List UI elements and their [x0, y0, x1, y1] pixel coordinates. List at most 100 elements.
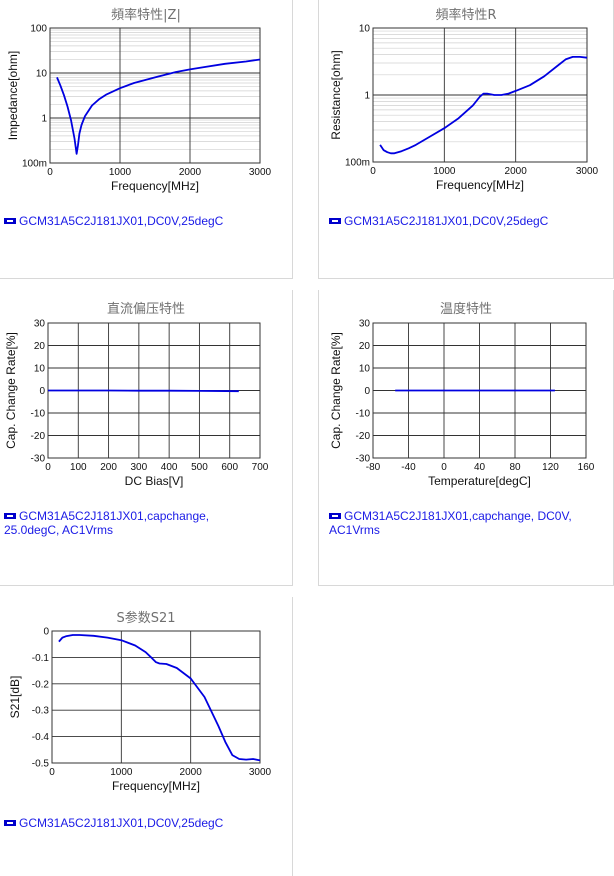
legend-swatch-icon	[329, 512, 341, 519]
chart-title: 頻率特性R	[435, 8, 497, 23]
x-tick-label: 200	[100, 462, 117, 473]
major-grid	[49, 27, 261, 164]
y-tick-label: -0.1	[32, 653, 50, 664]
x-tick-label: 40	[474, 462, 486, 473]
minor-grid	[373, 30, 587, 143]
x-tick-label: 0	[49, 767, 55, 778]
y-tick-label: -10	[356, 409, 371, 420]
x-tick-label: 3000	[249, 767, 272, 778]
chart-title: 温度特性	[439, 302, 492, 317]
x-tick-label: 0	[370, 166, 376, 177]
plot-frame	[49, 27, 261, 164]
temperature-chart: -80 -40 0 40 80 120 160 -30 -20 -10 0 10 20 30 Tempera…	[329, 319, 595, 489]
x-axis-label: Frequency[MHz]	[436, 178, 524, 192]
y-tick-label: 100	[30, 24, 47, 35]
x-tick-label: 0	[47, 167, 53, 178]
x-tick-label: 400	[161, 462, 178, 473]
chart-title: 直流偏压特性	[106, 302, 185, 317]
chart-title: S参数S21	[116, 611, 176, 626]
x-tick-label: 2000	[505, 166, 528, 177]
chart-legend[interactable]: GCM31A5C2J181JX01,capchange, 25.0degC, A…	[4, 509, 264, 537]
y-tick-label: 1	[41, 114, 47, 125]
y-tick-label: 0	[39, 386, 45, 397]
x-axis-label: Frequency[MHz]	[112, 779, 200, 793]
chart-legend[interactable]: GCM31A5C2J181JX01,DC0V,25degC	[329, 214, 548, 228]
x-tick-label: 160	[578, 462, 595, 473]
y-axis-label: Resistance[ohm]	[329, 50, 343, 139]
y-tick-label: -0.3	[32, 706, 50, 717]
chart-panel-resistance: 頻率特性R 0 1000 2000 3000 100m 1 10 Frequency[MHz]…	[318, 0, 614, 279]
y-tick-label: 100m	[345, 158, 370, 169]
y-tick-label: -0.5	[32, 759, 50, 770]
y-tick-label: 20	[34, 341, 46, 352]
x-tick-label: 0	[45, 462, 51, 473]
y-tick-label: -30	[31, 454, 46, 465]
x-tick-label: 80	[509, 462, 521, 473]
chart-panel-temperature: 温度特性 -80 -40 0 40 80 120 160 -30 -20 -10 0 10 20 30 Te…	[318, 290, 614, 586]
x-tick-label: 100	[70, 462, 87, 473]
x-tick-label: 2000	[180, 767, 203, 778]
legend-label: GCM31A5C2J181JX01,DC0V,25degC	[344, 214, 549, 228]
y-tick-label: 0	[43, 627, 49, 638]
chart-panel-impedance: 頻率特性|Z| 0 1000 2000 3000 100m 1 10 100 Frequency…	[0, 0, 293, 279]
x-tick-label: -80	[366, 462, 381, 473]
x-tick-label: 1000	[109, 167, 132, 178]
series-line	[56, 58, 261, 155]
x-tick-label: -40	[401, 462, 416, 473]
x-tick-label: 0	[441, 462, 447, 473]
x-tick-label: 500	[191, 462, 208, 473]
y-tick-label: -20	[31, 431, 46, 442]
x-axis-label: Temperature[degC]	[428, 474, 531, 488]
dc-bias-chart: 0 100 200 300 400 500 600 700 -30 -20 -10 0 10 20 30 DC…	[4, 319, 269, 489]
y-tick-label: -10	[31, 409, 46, 420]
x-tick-label: 1000	[433, 166, 456, 177]
major-grid	[51, 630, 261, 764]
x-tick-label: 700	[252, 462, 269, 473]
legend-swatch-icon	[4, 819, 16, 826]
x-tick-label: 1000	[110, 767, 133, 778]
y-tick-label: -0.2	[32, 679, 50, 690]
series-line	[48, 389, 239, 393]
chart-title: 頻率特性|Z|	[111, 8, 181, 23]
s21-chart: 0 1000 2000 3000 -0.5 -0.4 -0.3 -0.2 -0.1 0 Freque…	[8, 627, 272, 794]
y-tick-label: 10	[359, 24, 371, 35]
legend-label: GCM31A5C2J181JX01,capchange, DC0V, AC1Vr…	[329, 509, 572, 537]
y-tick-label: 10	[359, 364, 371, 375]
y-axis-label: S21[dB]	[8, 676, 22, 719]
y-tick-label: 100m	[22, 159, 47, 170]
chart-panel-s21: S参数S21 0 1000 2000 3000 -0.5 -0.4 -0.3 -0.2 -0.1…	[0, 597, 293, 876]
plot-frame	[51, 630, 261, 764]
plot-frame	[372, 322, 587, 459]
y-tick-label: 10	[34, 364, 46, 375]
x-tick-label: 2000	[179, 167, 202, 178]
legend-swatch-icon	[4, 512, 16, 519]
y-tick-label: -20	[356, 431, 371, 442]
series-line	[379, 56, 588, 155]
x-tick-label: 300	[131, 462, 148, 473]
chart-legend[interactable]: GCM31A5C2J181JX01,DC0V,25degC	[4, 214, 223, 228]
x-axis-label: Frequency[MHz]	[111, 179, 199, 193]
y-tick-label: 1	[364, 91, 370, 102]
impedance-chart: 0 1000 2000 3000 100m 1 10 100 Frequency[MHz] Imp…	[6, 24, 272, 194]
y-tick-label: -0.4	[32, 732, 50, 743]
y-axis-label: Cap. Change Rate[%]	[4, 332, 18, 449]
y-tick-label: 20	[359, 341, 371, 352]
y-tick-label: 10	[36, 69, 48, 80]
resistance-chart: 0 1000 2000 3000 100m 1 10 Frequency[MHz] Resist…	[329, 24, 599, 193]
legend-label: GCM31A5C2J181JX01,DC0V,25degC	[19, 816, 224, 830]
x-tick-label: 120	[542, 462, 559, 473]
chart-legend[interactable]: GCM31A5C2J181JX01,capchange, DC0V, AC1Vr…	[329, 509, 599, 537]
legend-swatch-icon	[329, 217, 341, 224]
y-tick-label: 30	[34, 319, 46, 330]
chart-panel-dc-bias: 直流偏压特性 0 100 200 300 400 500 600 700 -30 -20 -10 0 1…	[0, 290, 293, 586]
legend-swatch-icon	[4, 217, 16, 224]
x-axis-label: DC Bias[V]	[125, 474, 184, 488]
legend-label: GCM31A5C2J181JX01,DC0V,25degC	[19, 214, 224, 228]
chart-legend[interactable]: GCM31A5C2J181JX01,DC0V,25degC	[4, 816, 223, 830]
plot-frame	[372, 27, 588, 163]
y-tick-label: 30	[359, 319, 371, 330]
y-tick-label: -30	[356, 454, 371, 465]
series-line	[58, 634, 261, 762]
y-tick-label: 0	[364, 386, 370, 397]
legend-label: GCM31A5C2J181JX01,capchange, 25.0degC, A…	[4, 509, 210, 537]
